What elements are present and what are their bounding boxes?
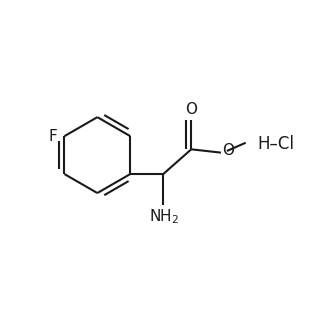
Text: F: F: [49, 129, 57, 144]
Text: O: O: [185, 102, 197, 117]
Text: NH$_2$: NH$_2$: [149, 207, 179, 226]
Text: H–Cl: H–Cl: [257, 135, 294, 152]
Text: O: O: [222, 144, 234, 158]
